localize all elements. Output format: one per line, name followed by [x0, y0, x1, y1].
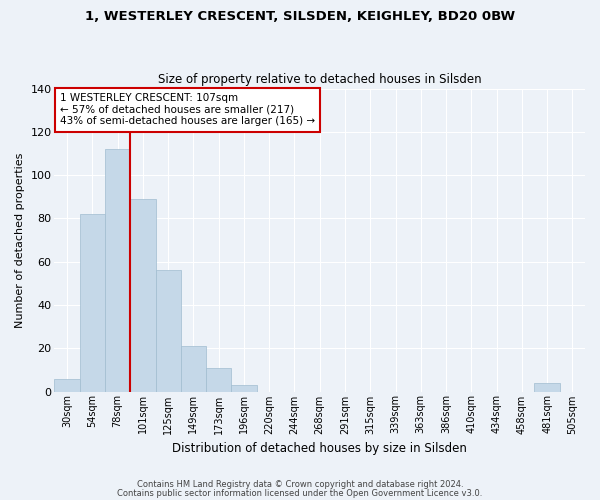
Text: Contains HM Land Registry data © Crown copyright and database right 2024.: Contains HM Land Registry data © Crown c… [137, 480, 463, 489]
Bar [232, 385, 257, 392]
Text: 1 WESTERLEY CRESCENT: 107sqm
← 57% of detached houses are smaller (217)
43% of s: 1 WESTERLEY CRESCENT: 107sqm ← 57% of de… [60, 93, 315, 126]
Bar [80, 214, 105, 392]
Text: 1, WESTERLEY CRESCENT, SILSDEN, KEIGHLEY, BD20 0BW: 1, WESTERLEY CRESCENT, SILSDEN, KEIGHLEY… [85, 10, 515, 23]
Bar [130, 199, 155, 392]
Bar [155, 270, 181, 392]
Bar [535, 383, 560, 392]
Bar [105, 149, 130, 392]
Bar [181, 346, 206, 392]
X-axis label: Distribution of detached houses by size in Silsden: Distribution of detached houses by size … [172, 442, 467, 455]
Text: Contains public sector information licensed under the Open Government Licence v3: Contains public sector information licen… [118, 489, 482, 498]
Bar [55, 378, 80, 392]
Y-axis label: Number of detached properties: Number of detached properties [15, 152, 25, 328]
Bar [206, 368, 232, 392]
Title: Size of property relative to detached houses in Silsden: Size of property relative to detached ho… [158, 73, 482, 86]
